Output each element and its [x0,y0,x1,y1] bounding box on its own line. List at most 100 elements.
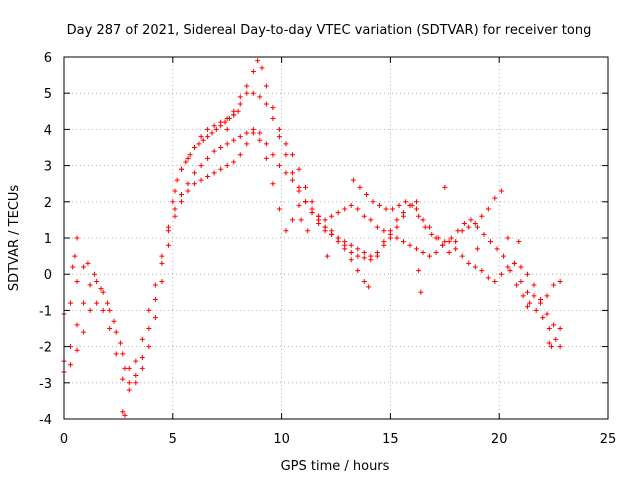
data-point [468,217,474,223]
data-point [74,235,80,241]
data-point [74,322,80,328]
data-point [107,307,113,313]
data-point [390,206,396,212]
data-point [237,94,243,100]
data-point [174,177,180,183]
data-point [335,235,341,241]
data-point [296,184,302,190]
data-point [139,354,145,360]
data-point [303,184,309,190]
data-point [553,336,559,342]
y-tick-label: -1 [39,304,52,319]
data-point [276,126,282,132]
data-point [442,239,448,245]
data-point [237,101,243,107]
data-point [427,224,433,230]
y-axis-label: SDTVAR / TECUs [7,185,22,292]
data-point [551,322,557,328]
data-point [394,235,400,241]
data-point [87,282,93,288]
data-point [122,365,128,371]
data-point [316,217,322,223]
data-point [507,268,513,274]
data-point [363,192,369,198]
data-point [200,137,206,143]
data-point [209,130,215,136]
data-point [520,293,526,299]
data-point [414,246,420,252]
y-tick-label: 3 [44,160,52,175]
data-point [322,217,328,223]
data-point [366,284,372,290]
data-point [91,271,97,277]
data-point [283,152,289,158]
data-point [472,221,478,227]
data-point [429,231,435,237]
data-point [487,239,493,245]
data-point [146,326,152,331]
data-point [113,351,119,357]
data-point [289,217,295,223]
data-point [420,217,426,223]
data-point [231,112,237,118]
data-point [416,268,422,274]
chart-title: Day 287 of 2021, Sidereal Day-to-day VTE… [67,23,592,38]
data-point [533,307,539,313]
data-point [68,362,74,368]
data-point [361,278,367,284]
data-point [329,228,335,234]
data-point [224,126,230,132]
data-point [524,289,530,295]
data-point [72,253,78,259]
data-point [420,249,426,255]
data-point [416,213,422,219]
data-point [111,318,117,324]
data-point [474,246,480,252]
data-point [455,228,461,234]
data-point [481,231,487,237]
data-point [538,300,544,306]
data-point [231,137,237,143]
data-point [159,278,165,284]
data-point [342,206,348,212]
data-point [357,184,363,190]
data-point [94,278,100,284]
data-point [348,242,354,248]
data-point [511,260,517,266]
data-point [211,148,217,154]
data-points [61,58,563,418]
data-point [407,242,413,248]
data-point [98,286,104,292]
y-tick-label: -2 [39,341,52,356]
data-point [329,213,335,219]
data-point [518,278,524,284]
data-point [303,199,309,205]
data-point [165,228,171,234]
data-point [296,202,302,208]
data-point [492,278,498,284]
data-point [531,282,537,288]
data-point [422,224,428,230]
data-point [557,278,563,284]
data-point [368,257,374,263]
data-point [448,235,454,241]
data-point [498,271,504,277]
data-point [418,289,424,295]
data-point [374,253,380,259]
data-point [544,293,550,299]
data-point [70,264,76,270]
data-point [557,344,563,350]
data-point [179,166,185,172]
data-point [118,340,124,346]
data-point [309,199,315,205]
data-point [446,239,452,245]
data-point [165,242,171,248]
data-point [374,224,380,230]
data-point [381,242,387,248]
data-point [270,105,276,111]
data-point [250,68,256,74]
data-point [244,141,250,147]
data-point [551,282,557,288]
data-point [222,119,228,125]
data-point [192,145,198,150]
